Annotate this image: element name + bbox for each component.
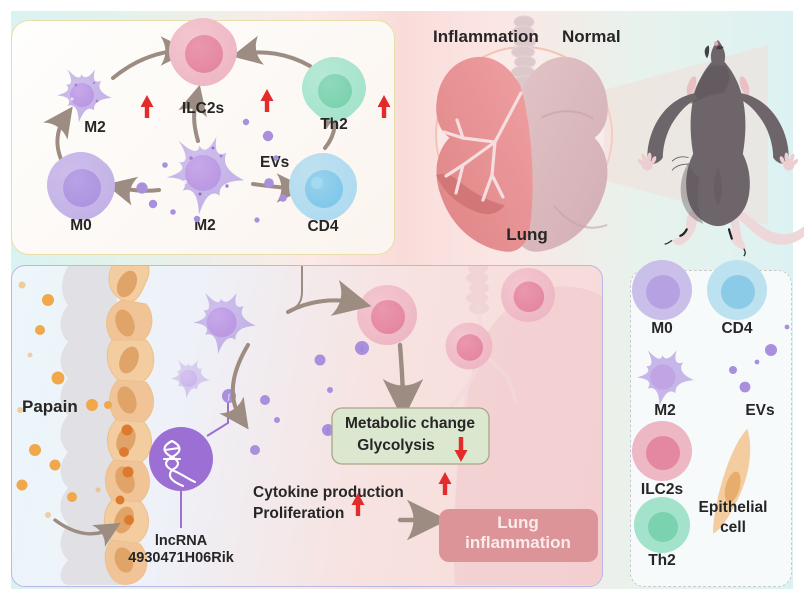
- svg-text:Lung: Lung: [506, 225, 548, 244]
- svg-text:Normal: Normal: [562, 27, 621, 46]
- svg-text:Inflammation: Inflammation: [433, 27, 539, 46]
- svg-text:Th2: Th2: [320, 116, 348, 133]
- svg-text:CD4: CD4: [307, 218, 338, 235]
- svg-text:M0: M0: [70, 217, 92, 234]
- svg-text:M2: M2: [84, 119, 106, 136]
- svg-text:ILC2s: ILC2s: [182, 100, 224, 117]
